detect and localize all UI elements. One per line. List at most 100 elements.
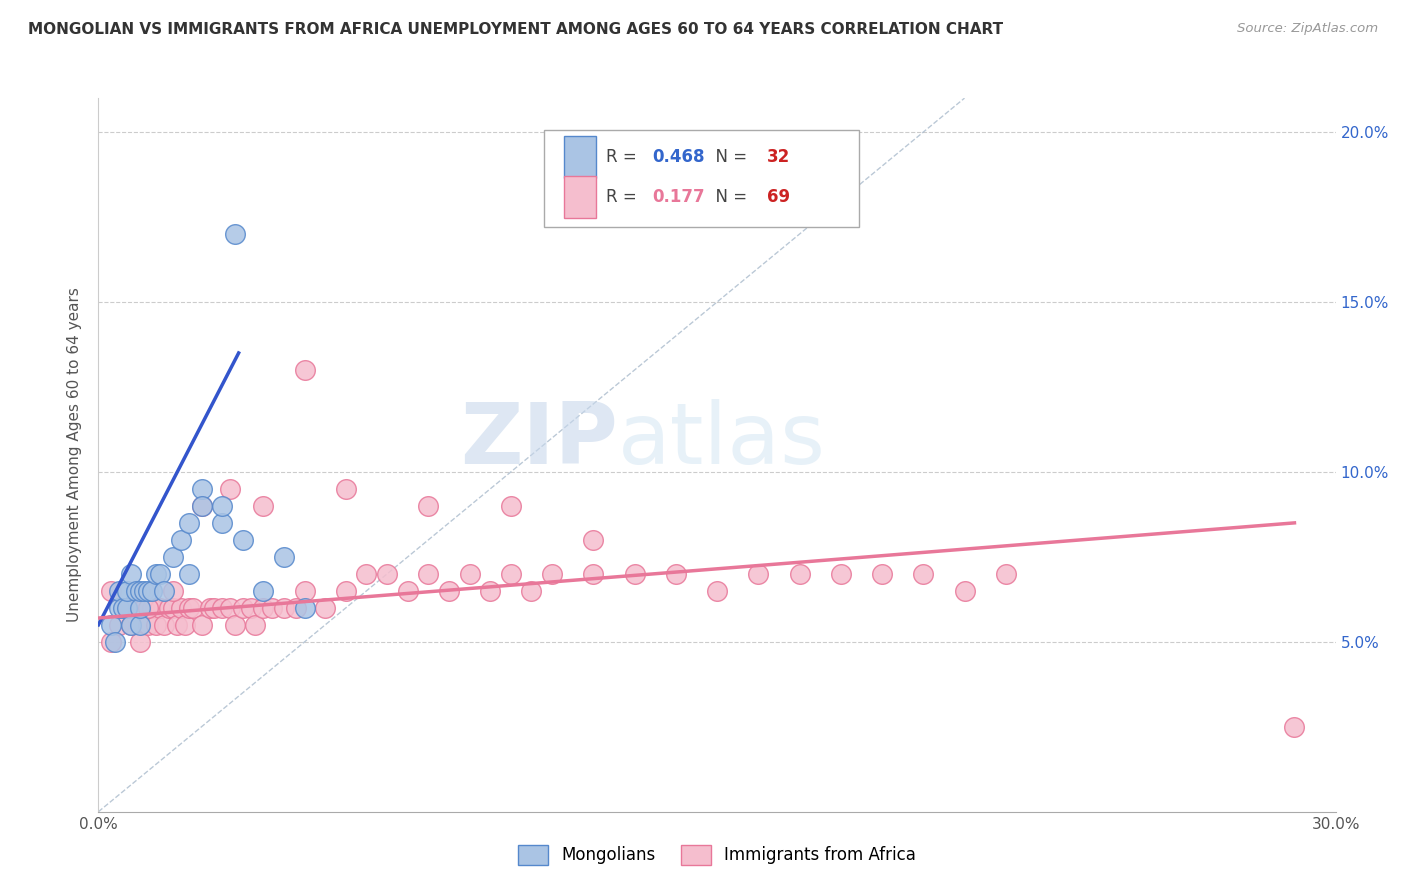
Point	[181, 600, 204, 615]
Point	[202, 600, 225, 615]
Point	[437, 583, 460, 598]
Point	[211, 516, 233, 530]
Point	[294, 583, 316, 598]
Point	[170, 600, 193, 615]
Point	[198, 600, 221, 615]
Point	[499, 499, 522, 513]
Point	[243, 617, 266, 632]
Point	[356, 566, 378, 581]
Point	[108, 617, 131, 632]
Text: R =: R =	[606, 187, 641, 205]
Point	[260, 600, 283, 615]
Point	[623, 566, 645, 581]
Point	[232, 533, 254, 547]
Point	[100, 617, 122, 632]
Text: 32: 32	[766, 148, 790, 166]
Point	[170, 533, 193, 547]
Point	[232, 600, 254, 615]
Point	[994, 566, 1017, 581]
Text: Source: ZipAtlas.com: Source: ZipAtlas.com	[1237, 22, 1378, 36]
Point	[190, 499, 212, 513]
Point	[108, 583, 131, 598]
Point	[314, 600, 336, 615]
Point	[224, 227, 246, 241]
Point	[396, 583, 419, 598]
Text: 0.177: 0.177	[652, 187, 706, 205]
Point	[830, 566, 852, 581]
Point	[128, 583, 150, 598]
Point	[117, 600, 139, 615]
Point	[153, 583, 176, 598]
Point	[273, 549, 295, 564]
Point	[132, 583, 155, 598]
Y-axis label: Unemployment Among Ages 60 to 64 years: Unemployment Among Ages 60 to 64 years	[67, 287, 83, 623]
Point	[124, 583, 146, 598]
Text: 69: 69	[766, 187, 790, 205]
Point	[953, 583, 976, 598]
Text: 0.468: 0.468	[652, 148, 706, 166]
Point	[418, 566, 440, 581]
Point	[136, 617, 159, 632]
Point	[153, 617, 176, 632]
Point	[112, 600, 135, 615]
FancyBboxPatch shape	[544, 130, 859, 227]
Point	[162, 600, 184, 615]
Point	[665, 566, 688, 581]
Point	[174, 617, 197, 632]
Point	[120, 617, 142, 632]
Text: R =: R =	[606, 148, 641, 166]
Point	[479, 583, 502, 598]
Point	[190, 617, 212, 632]
Point	[128, 600, 150, 615]
Point	[120, 566, 142, 581]
Point	[706, 583, 728, 598]
Point	[145, 617, 167, 632]
Point	[166, 617, 188, 632]
Point	[117, 600, 139, 615]
Point	[149, 566, 172, 581]
Point	[219, 482, 242, 496]
FancyBboxPatch shape	[564, 136, 596, 178]
Point	[104, 635, 127, 649]
Point	[252, 499, 274, 513]
Point	[132, 600, 155, 615]
Point	[224, 617, 246, 632]
Point	[211, 600, 233, 615]
Point	[141, 583, 163, 598]
Point	[157, 600, 180, 615]
Point	[520, 583, 543, 598]
Point	[458, 566, 481, 581]
Point	[912, 566, 935, 581]
Point	[870, 566, 893, 581]
Point	[582, 533, 605, 547]
Point	[141, 600, 163, 615]
Point	[294, 600, 316, 615]
Point	[179, 566, 201, 581]
Legend: Mongolians, Immigrants from Africa: Mongolians, Immigrants from Africa	[512, 838, 922, 871]
Point	[1284, 720, 1306, 734]
Point	[294, 363, 316, 377]
Point	[145, 566, 167, 581]
Point	[120, 617, 142, 632]
Point	[541, 566, 564, 581]
Point	[335, 482, 357, 496]
Point	[117, 600, 139, 615]
Point	[128, 635, 150, 649]
Point	[136, 600, 159, 615]
Point	[499, 566, 522, 581]
Text: MONGOLIAN VS IMMIGRANTS FROM AFRICA UNEMPLOYMENT AMONG AGES 60 TO 64 YEARS CORRE: MONGOLIAN VS IMMIGRANTS FROM AFRICA UNEM…	[28, 22, 1004, 37]
Point	[240, 600, 263, 615]
Point	[149, 600, 172, 615]
Point	[117, 583, 139, 598]
Point	[582, 566, 605, 581]
Point	[124, 600, 146, 615]
Point	[108, 600, 131, 615]
Point	[136, 583, 159, 598]
FancyBboxPatch shape	[564, 176, 596, 218]
Point	[190, 482, 212, 496]
Point	[219, 600, 242, 615]
Point	[179, 600, 201, 615]
Point	[100, 583, 122, 598]
Text: N =: N =	[704, 187, 752, 205]
Point	[179, 516, 201, 530]
